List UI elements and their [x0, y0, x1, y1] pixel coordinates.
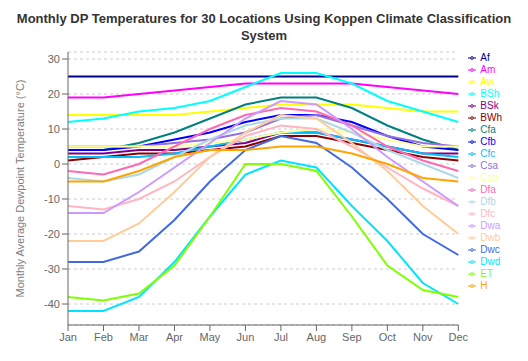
- svg-text:Jan: Jan: [59, 331, 77, 343]
- html-text:Dfc: Dfc: [480, 208, 496, 219]
- html-text:Cfc: Cfc: [480, 148, 496, 159]
- svg-text:Feb: Feb: [94, 331, 113, 343]
- html-text:Csa: Csa: [480, 160, 499, 171]
- html-text:Dwd: Dwd: [480, 256, 501, 267]
- html-text:H: H: [480, 280, 488, 291]
- html-text:Dwa: Dwa: [480, 220, 501, 231]
- svg-text:Monthly Average Dewpoint Tempe: Monthly Average Dewpoint Temperature (°C…: [14, 80, 26, 298]
- html-text:BWh: BWh: [480, 112, 502, 123]
- svg-text:-30: -30: [44, 263, 60, 275]
- html-text:Csb: Csb: [480, 172, 499, 183]
- svg-text:Sep: Sep: [342, 331, 362, 343]
- html-text:Am: Am: [480, 64, 496, 75]
- svg-text:-10: -10: [44, 193, 60, 205]
- html-text:Af: Af: [480, 52, 490, 63]
- svg-text:Aug: Aug: [307, 331, 327, 343]
- svg-text:Dec: Dec: [449, 331, 469, 343]
- svg-text:Apr: Apr: [166, 331, 183, 343]
- html-text:Monthly DP Temperatures for 30: Monthly DP Temperatures for 30 Locations…: [16, 11, 512, 43]
- html-text:BSk: BSk: [480, 100, 499, 111]
- svg-text:Jul: Jul: [274, 331, 288, 343]
- svg-text:-20: -20: [44, 228, 60, 240]
- html-text:Cfb: Cfb: [480, 136, 496, 147]
- svg-text:0: 0: [54, 158, 60, 170]
- html-text:BSh: BSh: [480, 88, 500, 99]
- svg-text:10: 10: [48, 123, 60, 135]
- svg-text:-40: -40: [44, 298, 60, 310]
- svg-text:Mar: Mar: [129, 331, 148, 343]
- html-text:Dwc: Dwc: [480, 244, 500, 255]
- svg-text:May: May: [200, 331, 221, 343]
- svg-text:Nov: Nov: [413, 331, 433, 343]
- svg-text:Jun: Jun: [237, 331, 255, 343]
- html-text:Dwb: Dwb: [480, 232, 501, 243]
- html-text:Aw: Aw: [480, 76, 494, 87]
- html-text:Dfb: Dfb: [480, 196, 496, 207]
- html-text:ET: ET: [480, 268, 494, 279]
- svg-text:20: 20: [48, 88, 60, 100]
- svg-text:30: 30: [48, 53, 60, 65]
- html-text:Cfa: Cfa: [480, 124, 496, 135]
- html-text:Dfa: Dfa: [480, 184, 496, 195]
- svg-text:Oct: Oct: [379, 331, 396, 343]
